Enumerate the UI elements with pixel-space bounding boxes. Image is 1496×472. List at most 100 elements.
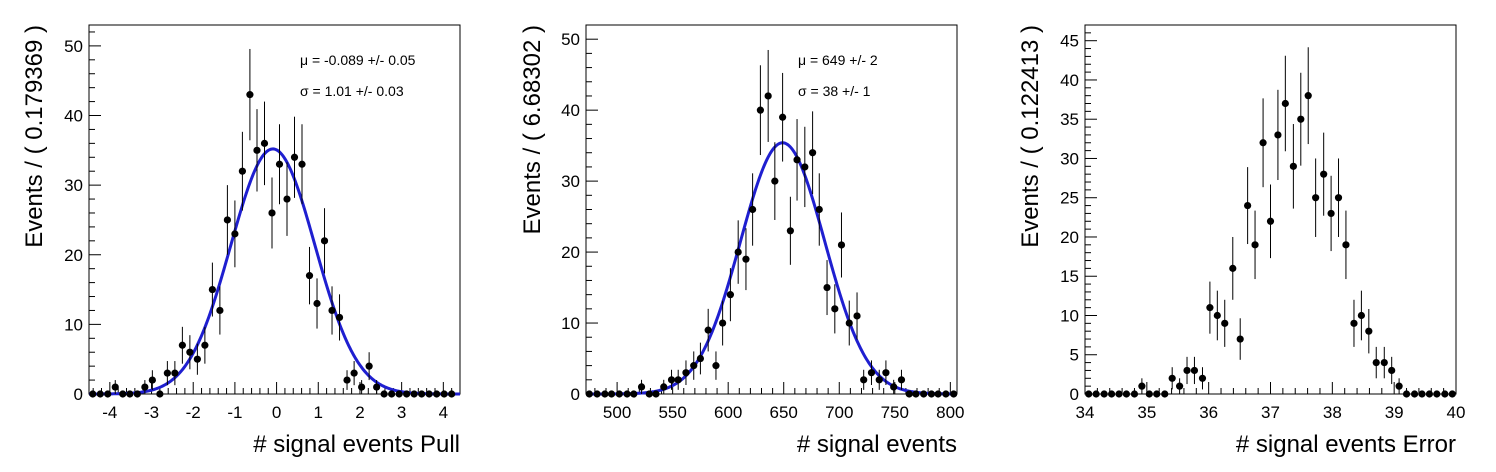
y-axis-title: Events / ( 0.179369 ) bbox=[21, 25, 48, 248]
x-tick-label: -1 bbox=[227, 403, 242, 422]
data-point bbox=[223, 216, 231, 224]
y-tick-label: 20 bbox=[1060, 228, 1079, 247]
y-tick-label: 5 bbox=[1070, 346, 1079, 365]
data-point bbox=[96, 390, 104, 398]
x-tick-label: 0 bbox=[272, 403, 281, 422]
data-point bbox=[786, 227, 794, 235]
data-point bbox=[734, 248, 742, 256]
data-point bbox=[298, 160, 306, 168]
data-point bbox=[1441, 390, 1449, 398]
data-point bbox=[853, 312, 861, 320]
data-point bbox=[645, 390, 653, 398]
data-point bbox=[1304, 92, 1312, 100]
y-axis-title: Events / ( 6.68302 ) bbox=[519, 25, 546, 234]
gaussian-fit-curve bbox=[89, 147, 460, 396]
data-point bbox=[1289, 162, 1297, 170]
data-point bbox=[208, 285, 216, 294]
x-axis-title: # signal events Pull bbox=[253, 431, 460, 458]
data-point bbox=[771, 177, 779, 185]
data-point bbox=[890, 383, 898, 391]
data-point bbox=[1183, 366, 1191, 375]
data-point bbox=[920, 390, 928, 398]
plot-frame bbox=[88, 24, 461, 395]
data-point bbox=[823, 283, 831, 292]
data-point bbox=[1312, 194, 1320, 202]
data-point bbox=[927, 390, 936, 398]
data-point bbox=[111, 383, 119, 391]
x-tick-label: 800 bbox=[936, 403, 964, 422]
data-point bbox=[615, 390, 623, 398]
y-tick-label: 0 bbox=[1070, 385, 1079, 404]
data-point bbox=[1115, 390, 1123, 398]
data-point bbox=[1161, 390, 1169, 398]
data-point bbox=[875, 376, 883, 384]
data-point bbox=[1448, 390, 1456, 398]
data-point bbox=[1342, 241, 1350, 249]
data-point bbox=[742, 255, 750, 263]
data-point bbox=[133, 390, 141, 398]
data-point bbox=[1365, 327, 1373, 335]
data-point bbox=[726, 291, 735, 299]
signal-events-panel: 500 550 600 650 700 750 800 0 10 20 30 40 50 # signal… bbox=[519, 24, 965, 458]
y-tick-label: 25 bbox=[1060, 189, 1079, 208]
data-point bbox=[448, 390, 456, 398]
data-point bbox=[1327, 209, 1335, 218]
x-tick-label: 36 bbox=[1199, 403, 1218, 422]
x-tick-label: 40 bbox=[1447, 403, 1466, 422]
x-tick-label: 500 bbox=[603, 403, 631, 422]
data-point bbox=[1085, 390, 1093, 398]
data-point bbox=[1334, 194, 1343, 202]
y-tick-label: 45 bbox=[1060, 32, 1079, 51]
x-tick-label: -3 bbox=[144, 403, 159, 422]
data-point bbox=[934, 390, 942, 398]
data-point bbox=[440, 390, 448, 398]
data-point bbox=[637, 383, 646, 391]
x-tick-label: 3 bbox=[397, 403, 406, 422]
x-axis-title: # signal events bbox=[797, 431, 957, 458]
data-point bbox=[126, 390, 134, 398]
data-point bbox=[1244, 201, 1252, 210]
data-point bbox=[696, 354, 705, 363]
data-point bbox=[682, 369, 690, 377]
y-tick-label: 35 bbox=[1060, 110, 1079, 129]
plot-frame bbox=[585, 24, 958, 395]
data-point bbox=[1251, 241, 1259, 249]
data-point bbox=[1153, 390, 1161, 398]
data-point bbox=[186, 348, 194, 356]
data-point bbox=[652, 390, 660, 398]
y-tick-label: 10 bbox=[1060, 306, 1079, 325]
data-point bbox=[1122, 390, 1131, 398]
data-point bbox=[1372, 358, 1380, 367]
x-tick-label: 37 bbox=[1261, 403, 1280, 422]
data-point bbox=[305, 272, 314, 280]
data-point bbox=[1100, 390, 1108, 398]
data-point bbox=[403, 390, 411, 398]
data-point bbox=[660, 383, 668, 391]
data-point bbox=[860, 376, 868, 384]
data-point bbox=[667, 376, 676, 384]
data-point bbox=[1138, 382, 1146, 390]
data-point bbox=[801, 163, 809, 171]
data-point bbox=[1130, 390, 1139, 398]
data-point bbox=[845, 319, 853, 327]
data-point bbox=[178, 341, 186, 349]
data-point bbox=[350, 369, 358, 377]
data-point bbox=[837, 241, 846, 249]
y-tick-label: 40 bbox=[1060, 71, 1079, 90]
y-tick-label: 50 bbox=[64, 37, 83, 56]
data-point bbox=[231, 230, 239, 238]
data-point bbox=[373, 383, 381, 391]
data-point bbox=[104, 390, 112, 398]
data-point bbox=[1433, 390, 1441, 398]
data-point bbox=[253, 146, 261, 154]
data-point bbox=[275, 160, 284, 168]
data-point bbox=[343, 376, 351, 384]
data-point bbox=[425, 390, 433, 398]
x-tick-label: 39 bbox=[1385, 403, 1404, 422]
x-axis-title: # signal events Error bbox=[1236, 431, 1456, 458]
data-point bbox=[779, 113, 787, 121]
data-point bbox=[1388, 366, 1396, 375]
data-point bbox=[201, 341, 209, 349]
data-point bbox=[1274, 131, 1282, 139]
